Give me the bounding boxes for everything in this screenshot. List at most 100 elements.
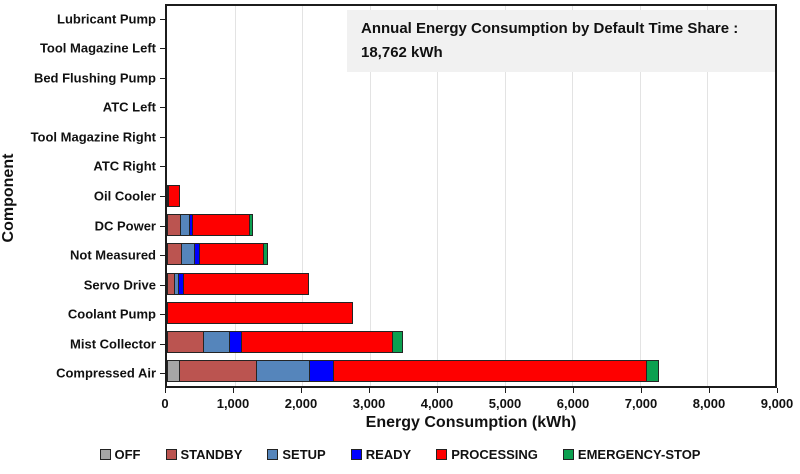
- y-axis-label: Servo Drive: [83, 277, 156, 293]
- gridline: [302, 6, 304, 386]
- bar-segment-processing: [191, 214, 251, 237]
- x-axis-tickmark: [232, 388, 234, 393]
- x-axis-tickmark: [436, 388, 438, 393]
- bar-row: [167, 211, 775, 240]
- legend: OFF STANDBY SETUP READY PROCESSING EMERGENCY-…: [0, 447, 800, 462]
- legend-item-off: OFF: [99, 447, 141, 462]
- stacked-bar: [167, 331, 404, 354]
- bar-segment-setup: [180, 243, 195, 266]
- bar-segment-processing: [198, 243, 265, 266]
- y-axis-label: ATC Left: [102, 99, 156, 115]
- legend-item-ready: READY: [350, 447, 412, 462]
- chart-title-line2: 18,762 kWh: [361, 44, 443, 61]
- y-axis-labels: Lubricant Pump Tool Magazine Left Bed Flus…: [0, 4, 156, 388]
- bar-segment-emergency-stop: [263, 243, 269, 266]
- y-axis-label: ATC Right: [93, 158, 156, 174]
- legend-swatch-icon: [350, 449, 362, 460]
- gridline: [572, 6, 574, 386]
- y-axis-tickmark: [160, 284, 165, 286]
- legend-label: OFF: [114, 447, 141, 462]
- bar-segment-processing: [167, 301, 353, 324]
- legend-swatch-icon: [267, 449, 279, 460]
- gridline: [707, 6, 709, 386]
- y-axis-tickmark: [160, 314, 165, 316]
- y-axis-tickmark: [160, 343, 165, 345]
- x-axis-tick-label: 3,000: [352, 396, 386, 411]
- y-axis-tickmark: [160, 255, 165, 257]
- bar-segment-ready: [309, 360, 335, 383]
- x-axis-tickmark: [165, 388, 166, 393]
- stacked-bar: [167, 272, 310, 295]
- y-axis-label: Mist Collector: [70, 336, 156, 352]
- bar-segment-emergency-stop: [392, 331, 404, 354]
- bar-row: [167, 152, 775, 181]
- bar-row: [167, 357, 775, 386]
- y-axis-tickmark: [160, 225, 165, 227]
- x-axis-ticks: 0 1,000 2,000 3,000 4,000 5,000 6,000 7,000 8,00…: [161, 388, 793, 418]
- x-axis-tickmark: [708, 388, 710, 393]
- y-axis-label: Tool Magazine Right: [30, 129, 156, 145]
- bar-segment-standby: [167, 331, 204, 354]
- gridline: [504, 6, 506, 386]
- y-axis-tickmark: [160, 18, 165, 20]
- legend-label: EMERGENCY-STOP: [577, 447, 701, 462]
- bar-row: [167, 298, 775, 327]
- x-axis-tickmark: [777, 388, 778, 393]
- x-axis-tick-label: 7,000: [624, 396, 658, 411]
- x-axis-tick-label: 2,000: [284, 396, 318, 411]
- bar-row: [167, 240, 775, 269]
- x-axis-title: Energy Consumption (kWh): [365, 414, 577, 431]
- bar-segment-emergency-stop: [249, 214, 254, 237]
- x-axis-tickmark: [641, 388, 642, 393]
- bar-segment-setup: [202, 331, 231, 354]
- x-axis-tick-label: 8,000: [692, 396, 726, 411]
- gridline: [437, 6, 439, 386]
- x-axis-tick-label: 4,000: [420, 396, 454, 411]
- y-axis-label: Bed Flushing Pump: [33, 70, 156, 86]
- y-axis-tickmark: [160, 196, 165, 197]
- x-axis-tickmark: [369, 388, 370, 393]
- x-axis-tick-label: 5,000: [488, 396, 522, 411]
- bar-row: [167, 94, 775, 123]
- bar-segment-processing: [168, 184, 180, 207]
- bar-row: [167, 269, 775, 298]
- x-axis-tick-label: 0: [161, 396, 169, 411]
- y-axis-label: Oil Cooler: [93, 188, 156, 204]
- gridline: [369, 6, 371, 386]
- chart-title-line1: Annual Energy Consumption by Default Tim…: [361, 20, 739, 37]
- legend-label: SETUP: [282, 447, 326, 462]
- y-axis-tickmark: [160, 48, 165, 50]
- bar-row: [167, 181, 775, 210]
- x-axis-tickmark: [505, 388, 506, 393]
- legend-swatch-icon: [436, 449, 448, 460]
- gridline: [639, 6, 641, 386]
- legend-item-emergency-stop: EMERGENCY-STOP: [562, 447, 701, 462]
- y-axis-tickmark: [160, 77, 165, 79]
- legend-item-standby: STANDBY: [165, 447, 242, 462]
- y-axis-tickmark: [160, 136, 165, 138]
- stacked-bar: [167, 243, 269, 266]
- y-axis-label: Compressed Air: [56, 365, 156, 381]
- x-axis-tickmark: [573, 388, 574, 393]
- x-axis-tick-label: 1,000: [216, 396, 250, 411]
- bar-segment-standby: [167, 243, 182, 266]
- stacked-bar: [167, 301, 353, 324]
- legend-swatch-icon: [99, 449, 111, 460]
- x-axis-tick-label: 6,000: [556, 396, 590, 411]
- bar-row: [167, 328, 775, 357]
- bar-segment-standby: [178, 360, 257, 383]
- legend-label: READY: [365, 447, 412, 462]
- bar-segment-emergency-stop: [646, 360, 660, 383]
- y-axis-tickmark: [160, 107, 165, 109]
- bar-segment-setup: [255, 360, 311, 383]
- y-axis-label: Tool Magazine Left: [39, 40, 156, 56]
- y-axis-label: Lubricant Pump: [57, 11, 156, 27]
- bar-segment-processing: [183, 272, 310, 295]
- stacked-bar: [167, 360, 660, 383]
- legend-swatch-icon: [165, 449, 177, 460]
- y-axis-label: DC Power: [94, 218, 156, 234]
- x-axis-tickmark: [300, 388, 302, 393]
- legend-item-processing: PROCESSING: [436, 447, 538, 462]
- y-axis-tickmark: [160, 373, 165, 375]
